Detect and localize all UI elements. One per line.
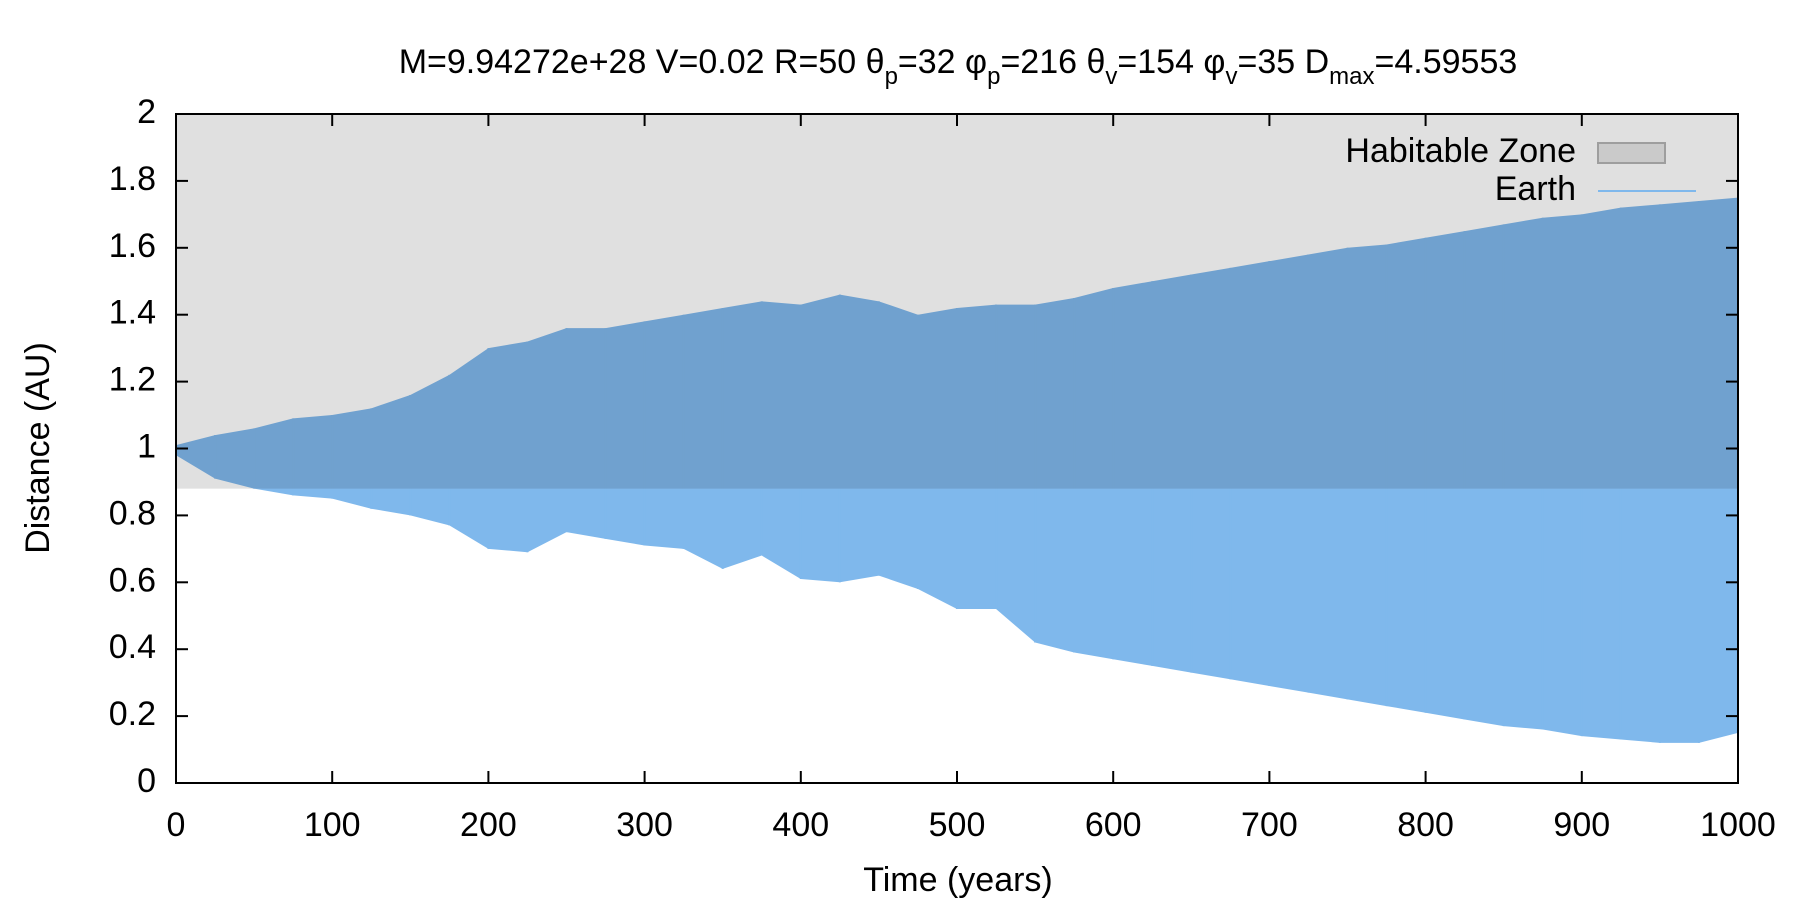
chart-title: M=9.94272e+28 V=0.02 R=50 θp=32 φp=216 θ… <box>399 43 1518 90</box>
y-tick-label: 1.6 <box>109 227 156 265</box>
y-tick-label: 0 <box>137 762 156 800</box>
y-tick-label: 0.6 <box>109 561 156 599</box>
title-part: p <box>885 63 898 90</box>
x-tick-label: 1000 <box>1700 806 1776 844</box>
y-tick-label: 1.2 <box>109 361 156 399</box>
zone <box>176 114 1738 489</box>
title-part: =216 θ <box>1000 43 1105 81</box>
legend-label: Habitable Zone <box>1345 132 1576 170</box>
y-tick-label: 0.8 <box>109 494 156 532</box>
x-tick-label: 800 <box>1397 806 1454 844</box>
x-tick-label: 700 <box>1241 806 1298 844</box>
title-part: =4.59553 <box>1375 43 1518 81</box>
title-part: max <box>1329 63 1374 90</box>
y-tick-label: 0.2 <box>109 695 156 733</box>
x-tick-label: 200 <box>460 806 517 844</box>
y-tick-label: 1.8 <box>109 160 156 198</box>
y-axis-label: Distance (AU) <box>19 342 57 554</box>
x-tick-label: 400 <box>772 806 829 844</box>
title-part: p <box>987 63 1000 90</box>
title-part: =32 φ <box>898 43 987 81</box>
y-tick-label: 1.4 <box>109 294 156 332</box>
title-part: =154 φ <box>1117 43 1225 81</box>
legend-swatch <box>1597 142 1666 164</box>
x-axis-label: Time (years) <box>863 861 1053 899</box>
x-tick-label: 0 <box>167 806 186 844</box>
x-tick-label: 600 <box>1085 806 1142 844</box>
x-tick-label: 300 <box>616 806 673 844</box>
title-part: =35 D <box>1237 43 1329 81</box>
title-part: v <box>1225 63 1237 90</box>
title-part: M=9.94272e+28 V=0.02 R=50 θ <box>399 43 885 81</box>
x-tick-label: 100 <box>304 806 361 844</box>
legend-label: Earth <box>1495 170 1576 208</box>
title-part: v <box>1105 63 1117 90</box>
y-tick-label: 1 <box>137 427 156 465</box>
y-tick-label: 2 <box>137 93 156 131</box>
x-tick-label: 500 <box>929 806 986 844</box>
x-tick-label: 900 <box>1553 806 1610 844</box>
y-tick-label: 0.4 <box>109 628 156 666</box>
